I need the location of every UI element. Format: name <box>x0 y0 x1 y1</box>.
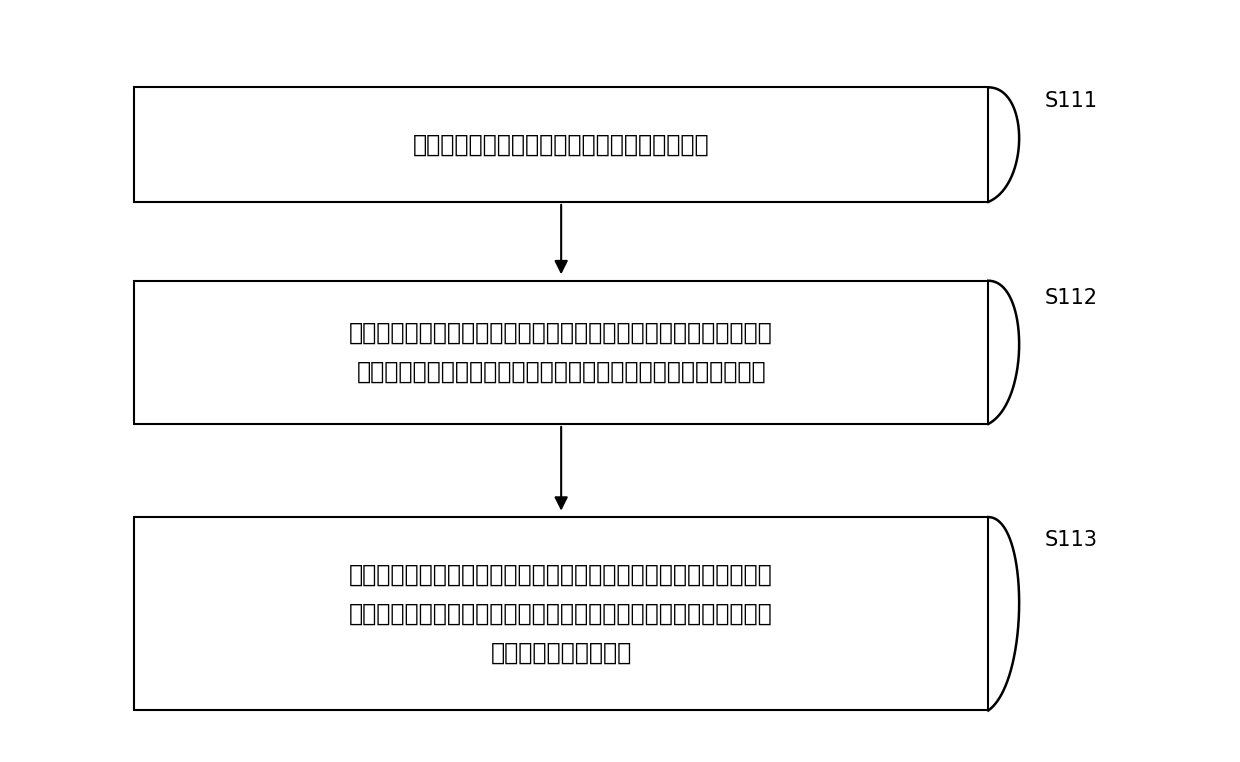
FancyBboxPatch shape <box>134 88 988 202</box>
Text: 获取目标道路表面颗粒数据和各污染源颗粒数据: 获取目标道路表面颗粒数据和各污染源颗粒数据 <box>413 133 709 157</box>
Text: S112: S112 <box>1045 288 1097 308</box>
FancyBboxPatch shape <box>134 517 988 710</box>
Text: S111: S111 <box>1045 91 1097 111</box>
FancyBboxPatch shape <box>134 280 988 424</box>
Text: 基于所获得的到目标道路表面颗粒和各个污染源颗粒的浓度数据计算
目标道路表面颗粒和各个污染源颗粒的浓度数据对数值的平均值和对
数正态分布的标准偏差: 基于所获得的到目标道路表面颗粒和各个污染源颗粒的浓度数据计算 目标道路表面颗粒和… <box>350 562 773 665</box>
Text: S113: S113 <box>1045 530 1097 550</box>
Text: 根据获取的目标道路表面颗粒数据和各污染源颗粒数据进行质量检测
获得目标道路表面颗粒和各污染源颗粒的样品质量数据和浓度数据: 根据获取的目标道路表面颗粒数据和各污染源颗粒数据进行质量检测 获得目标道路表面颗… <box>350 321 773 384</box>
